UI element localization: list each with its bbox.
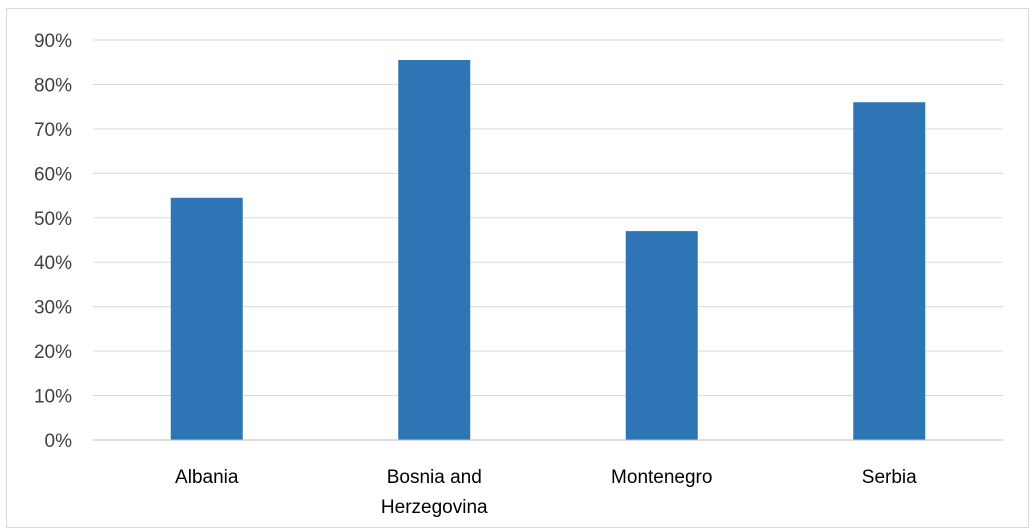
y-tick-label: 90% [34, 31, 72, 52]
y-tick-label: 10% [34, 387, 72, 408]
y-tick-label: 0% [45, 431, 73, 452]
x-tick-label: Montenegro [611, 467, 712, 488]
bar [170, 197, 243, 440]
x-tick-label: Serbia [862, 467, 917, 488]
bar [853, 102, 926, 440]
x-tick-labels: Albania Bosnia and Herzegovina Montenegro Se… [175, 467, 917, 518]
x-tick-label: Albania [175, 467, 239, 488]
gridlines [93, 39, 1003, 397]
y-tick-label: 30% [34, 298, 72, 319]
bar [398, 60, 471, 440]
bars [170, 60, 926, 440]
y-tick-label: 80% [34, 75, 72, 96]
y-tick-label: 20% [34, 342, 72, 363]
y-tick-label: 70% [34, 120, 72, 141]
y-tick-label: 50% [34, 209, 72, 230]
y-tick-labels: 0% 10% 20% 30% 40% 50% 60% 70% 80% 90% [34, 31, 72, 452]
bar [625, 231, 698, 440]
x-tick-label: Bosnia and Herzegovina [381, 467, 488, 518]
y-tick-label: 60% [34, 164, 72, 185]
y-tick-label: 40% [34, 253, 72, 274]
